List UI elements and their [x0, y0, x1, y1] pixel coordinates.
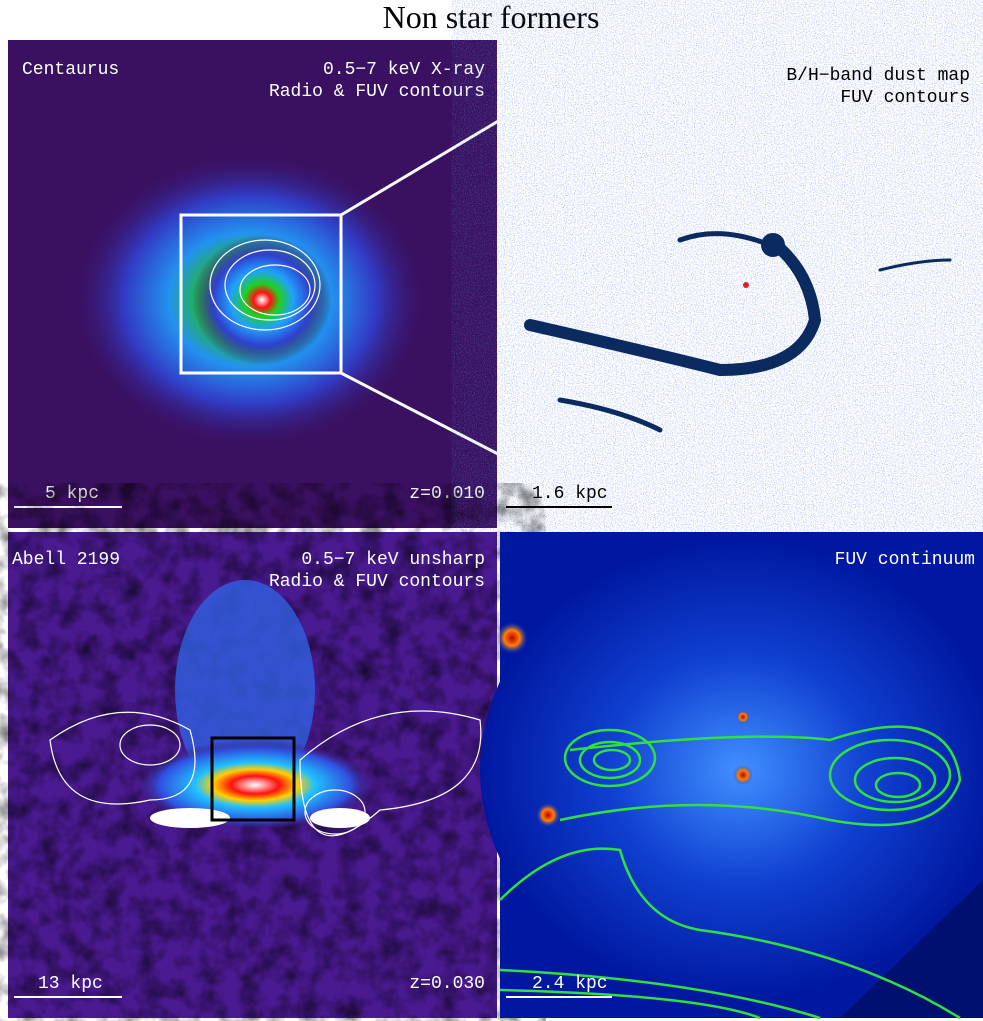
panel-centaurus: Centaurus 0.5−7 keV X-ray Radio & FUV co…: [8, 40, 501, 528]
figure-title: Non star formers: [383, 0, 600, 35]
panel-contours: Radio & FUV contours: [269, 82, 485, 102]
panel-name: Abell 2199: [12, 550, 120, 570]
panel-fuv: FUV continuum 2.4 kpc: [480, 532, 983, 1020]
panel-dust-map: B/H−band dust map FUV contours 1.6 kpc: [500, 40, 983, 528]
panel-contours: Radio & FUV contours: [269, 572, 485, 592]
panel-band: FUV continuum: [835, 550, 975, 570]
scale-label: 1.6 kpc: [532, 484, 608, 504]
scale-label: 13 kpc: [38, 974, 103, 994]
panel-band: 0.5−7 keV X-ray: [323, 60, 485, 80]
panel-abell-2199: Abell 2199 0.5−7 keV unsharp Radio & FUV…: [8, 532, 497, 1018]
panel-name: Centaurus: [22, 60, 119, 80]
panel-band: 0.5−7 keV unsharp: [301, 550, 485, 570]
redshift: z=0.030: [409, 974, 485, 994]
panel-band: B/H−band dust map: [786, 66, 970, 86]
scale-label: 2.4 kpc: [532, 974, 608, 994]
scale-label: 5 kpc: [45, 484, 99, 504]
panel-contours: FUV contours: [840, 88, 970, 108]
redshift: z=0.010: [409, 484, 485, 504]
